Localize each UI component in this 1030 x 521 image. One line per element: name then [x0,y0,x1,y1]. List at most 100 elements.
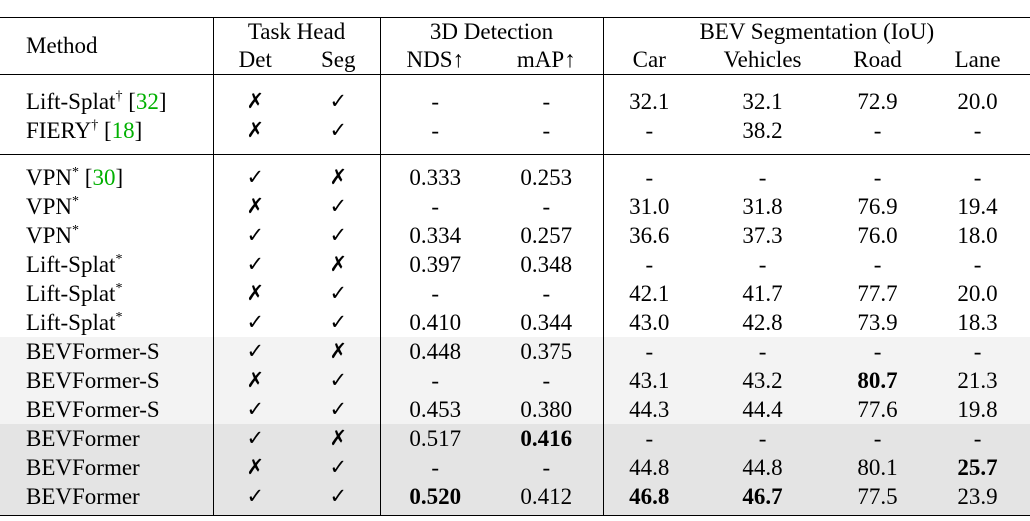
task-head-cell: ✓ [297,453,381,482]
method-name: Lift-Splat [26,310,116,335]
table-row: BEVFormer-S ✓ ✗ 0.448 0.375- - - - [0,337,1030,366]
method-name: VPN [26,223,73,248]
method-cell: VPN* [0,192,213,221]
method-cell: FIERY† [18] [0,116,213,155]
metric-cell: - [379,192,491,221]
header-cell: Road [853,47,902,72]
header-cell: mAP↑ [516,47,576,72]
table-row: Lift-Splat* ✓ ✗ 0.397 0.348- - - - [0,250,1030,279]
header-cell: Det [212,46,297,75]
metric-cell: 0.448 [379,337,491,366]
row-group: VPN* [30] ✓ ✗ 0.333 0.253- - - - VPN* ✗ ✓ - -31.0 31.… [0,154,1030,516]
task-head-cell: ✓ [212,221,297,250]
task-head-cell: ✗ [297,337,381,366]
metric-cell: 43.1 [602,366,696,395]
cite-bracket: [ [84,165,93,190]
task-head-cell: ✗ [212,279,297,308]
metric-cell: 0.412 [490,482,604,516]
table-row: BEVFormer ✗ ✓ - -44.8 44.8 80.1 25.7 [0,453,1030,482]
metric-cell: - [873,118,882,143]
task-head-cell: ✓ [212,154,297,192]
method-mark: * [115,281,123,296]
metric-cell: 21.3 [925,366,1030,395]
task-head-cell: ✓ [329,310,348,334]
method-name: BEVFormer [26,455,140,480]
method-mark: * [72,165,80,180]
task-head-cell: ✓ [329,194,348,218]
method-name: Lift-Splat [26,252,116,277]
method-mark: * [115,252,123,267]
metric-cell: 0.520 [379,482,491,516]
metric-cell: 0.375 [490,337,604,366]
table-row: BEVFormer-S ✓ ✓ 0.453 0.380 44.3 44.4 77.6 19.8 [0,395,1030,424]
metric-cell: 0.348 [520,252,573,277]
metric-cell: - [830,337,926,366]
method-cell: BEVFormer [0,482,213,516]
task-head-cell: ✓ [212,250,297,279]
method-mark: * [72,194,80,209]
metric-cell: 42.8 [742,310,783,335]
cite-number: 18 [111,118,135,143]
cite-bracket: ] [158,89,167,114]
metric-cell: 46.8 [602,482,696,516]
task-head-cell: ✓ [297,482,381,516]
metric-cell: 0.334 [379,221,491,250]
metric-cell: - [695,337,831,366]
task-head-cell: ✓ [329,223,348,247]
metric-cell: 0.257 [520,223,573,248]
metric-cell: 46.7 [695,482,831,516]
metric-cell: - [542,89,551,114]
task-head-cell: ✓ [329,118,348,142]
task-head-cell: ✓ [212,308,297,337]
method-cell: BEVFormer-S [0,337,213,366]
method-name: BEVFormer [26,484,140,509]
metric-cell: 36.6 [602,221,696,250]
table-row: BEVFormer ✓ ✗ 0.517 0.416- - - - [0,424,1030,453]
task-head-cell: ✓ [329,281,348,305]
metric-cell: - [830,424,926,453]
header-cell: NDS↑ [379,46,491,75]
method-cell: BEVFormer-S [0,395,213,424]
metric-cell: 72.9 [857,89,898,114]
header-cell: Car [602,46,696,75]
method-name: BEVFormer-S [26,368,160,393]
metric-cell: 77.7 [857,281,898,306]
header-cell: BEV Segmentation (IoU) [602,17,1030,46]
method-mark: † [115,89,123,104]
metric-cell: - [973,165,982,190]
metric-cell: 44.8 [695,453,831,482]
header-row: Method Task Head 3D Detection BEV Segmen… [0,17,1030,58]
metric-cell: 0.453 [379,395,491,424]
metric-cell: 19.4 [957,194,998,219]
metric-cell: 76.9 [857,194,898,219]
task-head-cell: ✗ [212,116,297,155]
header-cell: Seg [321,47,356,72]
metric-cell: 43.2 [695,366,831,395]
method-name: BEVFormer-S [26,339,160,364]
metric-cell: 0.416 [490,424,604,453]
task-head-cell: ✓ [212,424,297,453]
metric-cell: - [602,337,696,366]
metric-cell: 20.0 [957,89,998,114]
metric-cell: - [973,118,982,143]
metric-cell: 38.2 [742,118,783,143]
cite-bracket: ] [115,165,124,190]
metric-cell: - [602,154,696,192]
metric-cell: 18.3 [957,310,998,335]
metric-cell: 18.0 [957,223,998,248]
method-cell: BEVFormer-S [0,366,213,395]
metric-cell: 20.0 [957,281,998,306]
table-row: FIERY† [18] ✗ ✓ - - -38.2- - [0,116,1030,155]
metric-cell: - [490,453,604,482]
metric-cell: 23.9 [925,482,1030,516]
method-name: BEVFormer-S [26,397,160,422]
metric-cell: - [973,252,982,277]
task-head-cell: ✗ [329,252,348,276]
method-name: VPN [26,165,73,190]
metric-cell: - [490,366,604,395]
header-row: Det Seg NDS↑ mAP↑ Car Vehicles Road Lane [0,46,1030,75]
metric-cell: - [602,424,696,453]
metric-cell: 80.7 [830,366,926,395]
metric-cell: 77.5 [830,482,926,516]
